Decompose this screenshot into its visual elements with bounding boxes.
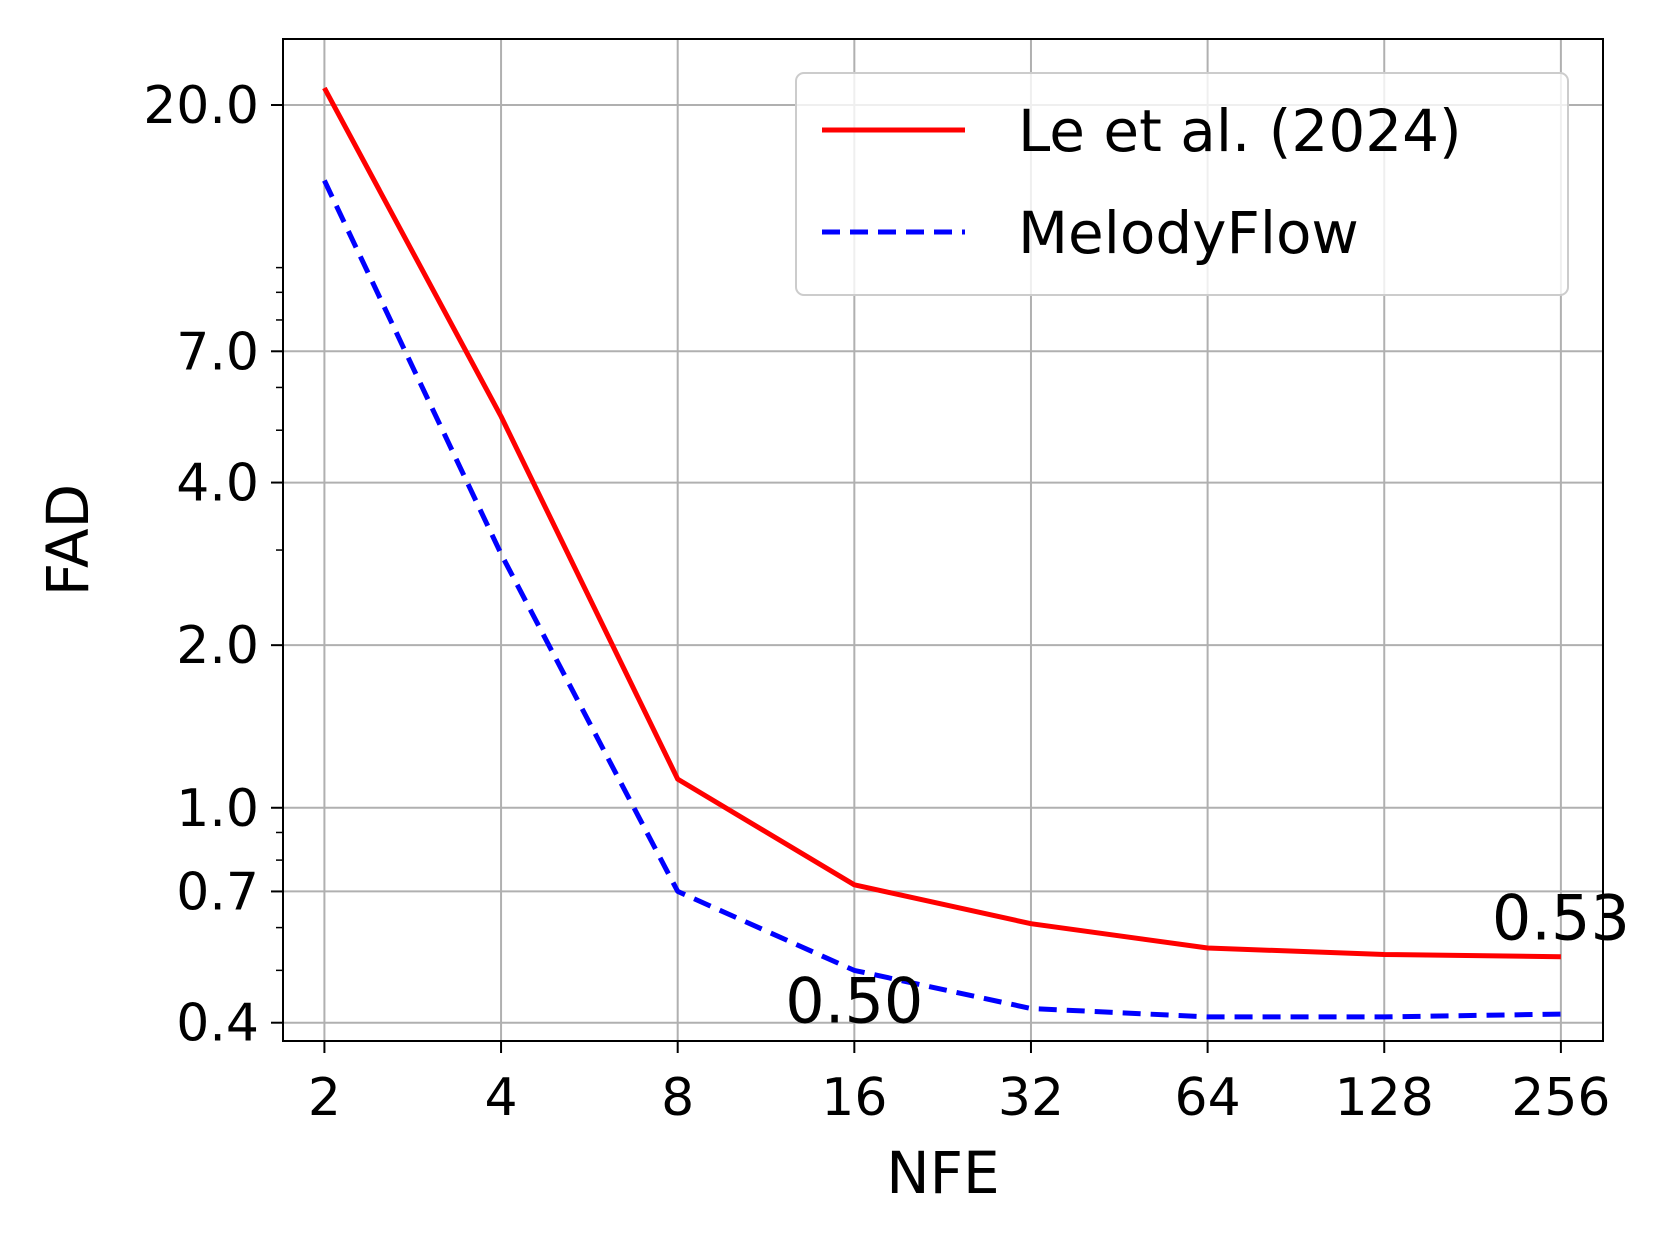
annotations: 0.50 0.53 xyxy=(785,882,1630,1038)
legend: Le et al. (2024) MelodyFlow xyxy=(795,72,1569,296)
x-tick-label: 8 xyxy=(661,1068,694,1128)
x-tick-label: 4 xyxy=(485,1068,518,1128)
y-tick-label: 0.7 xyxy=(176,862,259,922)
x-tick-label: 2 xyxy=(308,1068,341,1128)
y-tick-label: 1.0 xyxy=(176,779,259,839)
series-line-le-et-al xyxy=(322,86,1561,960)
x-tick-label: 128 xyxy=(1335,1068,1434,1128)
y-tick-label: 7.0 xyxy=(176,322,259,382)
x-tick-label: 256 xyxy=(1511,1068,1610,1128)
legend-box xyxy=(795,72,1569,296)
plot-frame xyxy=(282,38,1604,1042)
legend-label-le-et-al: Le et al. (2024) xyxy=(1018,97,1462,165)
y-tick-label: 2.0 xyxy=(176,616,259,676)
series-lines xyxy=(322,86,1561,1020)
series-line-melodyflow xyxy=(322,179,1561,1020)
x-tick-label: 64 xyxy=(1175,1068,1241,1128)
y-tick-label: 4.0 xyxy=(176,454,259,514)
x-axis-label: NFE xyxy=(886,1139,999,1207)
y-tick-label: 0.4 xyxy=(176,994,259,1054)
data-annotation: 0.53 xyxy=(1492,882,1630,955)
y-tick-label: 20.0 xyxy=(143,76,259,136)
y-axis-label: FAD xyxy=(34,484,102,596)
data-annotation: 0.50 xyxy=(785,965,923,1038)
axis-ticks: 2 4 8 16 32 64 128 256 0.4 0.7 1.0 2.0 4.0 7.0 20.0 xyxy=(143,76,1610,1128)
x-tick-label: 16 xyxy=(821,1068,887,1128)
legend-label-melodyflow: MelodyFlow xyxy=(1018,199,1359,267)
x-tick-label: 32 xyxy=(998,1068,1064,1128)
